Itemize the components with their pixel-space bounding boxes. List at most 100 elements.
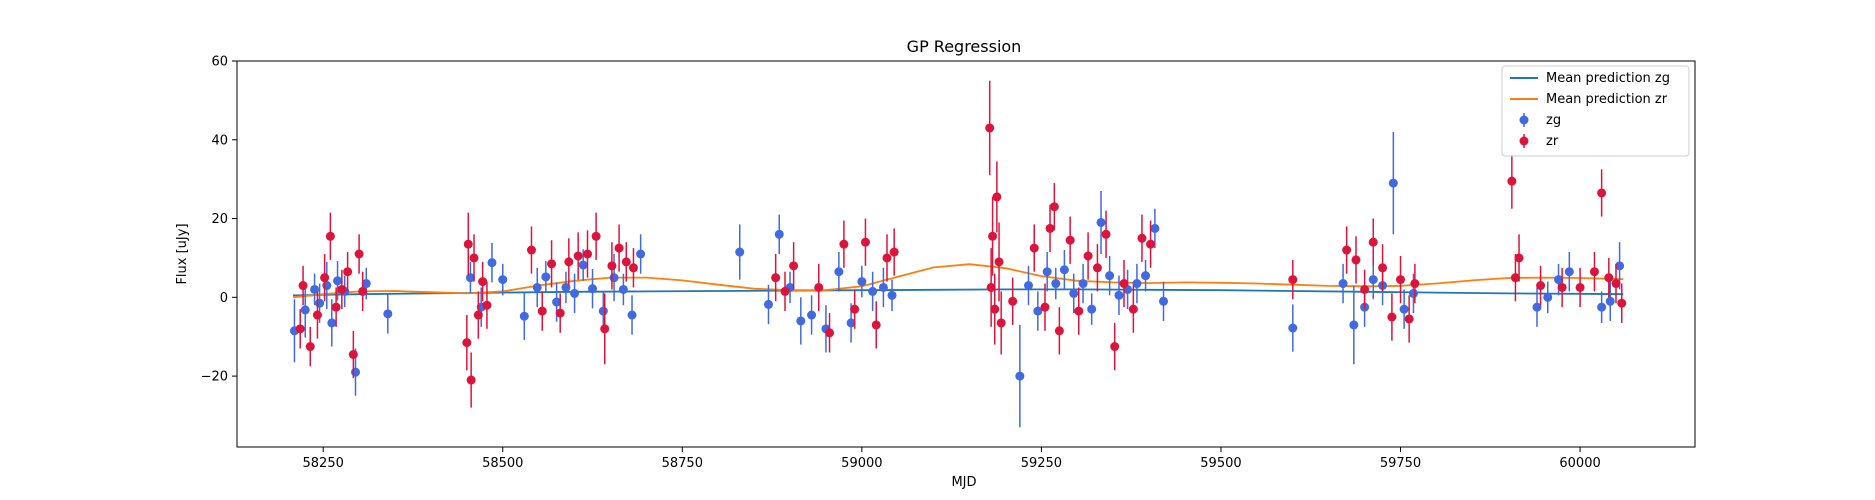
- zg-point: [1059, 265, 1069, 275]
- zg-point: [552, 297, 562, 307]
- zg-point: [846, 318, 856, 328]
- zg-point: [541, 272, 551, 282]
- zr-point: [547, 259, 557, 269]
- zr-point: [1589, 267, 1599, 277]
- zg-point: [1338, 279, 1348, 289]
- zr-point: [1119, 279, 1129, 289]
- zg-point: [834, 267, 844, 277]
- zg-point: [333, 276, 343, 286]
- x-axis-label: MJD: [951, 475, 976, 490]
- zg-point: [636, 249, 646, 259]
- zg-point: [796, 316, 806, 326]
- zr-point: [1514, 253, 1524, 263]
- legend-entry-zr: zr: [1546, 134, 1559, 149]
- zr-point: [1101, 229, 1111, 239]
- zg-point: [1015, 371, 1025, 381]
- zg-point: [1114, 290, 1124, 300]
- zg-point: [1368, 275, 1378, 285]
- zg-point: [1141, 271, 1151, 281]
- zr-point: [1410, 279, 1420, 289]
- zr-point: [325, 231, 335, 241]
- zg-point: [578, 260, 588, 270]
- legend-zg-marker-swatch: [1519, 115, 1529, 125]
- zr-point: [889, 247, 899, 257]
- zr-point: [331, 302, 341, 312]
- zr-point: [771, 273, 781, 283]
- zg-point: [1042, 267, 1052, 277]
- zr-point: [573, 251, 583, 261]
- zg-point: [1069, 288, 1079, 298]
- zr-point: [1510, 273, 1520, 283]
- zg-point: [361, 279, 371, 289]
- x-tick-label: 59000: [841, 456, 882, 471]
- zr-point: [1507, 176, 1517, 186]
- plot-content: [289, 80, 1627, 428]
- y-axis-ticks: −20 0 20 40 60: [201, 55, 237, 385]
- y-tick-label: 0: [220, 291, 228, 306]
- zr-point: [1029, 243, 1039, 253]
- x-tick-label: 58500: [482, 456, 523, 471]
- zr-point: [789, 261, 799, 271]
- zr-point: [882, 253, 892, 263]
- zr-point: [850, 304, 860, 314]
- zr-point: [621, 257, 631, 267]
- y-tick-label: −20: [201, 370, 228, 385]
- zg-point: [1023, 281, 1033, 291]
- zr-point: [478, 277, 488, 287]
- zr-point: [343, 267, 353, 277]
- zg-point: [1349, 320, 1359, 330]
- zr-point: [463, 239, 473, 249]
- x-axis-ticks: 58250 58500 58750 59000 59250 59500 59750 60000: [303, 447, 1601, 471]
- zg-point: [327, 318, 337, 328]
- zr-point: [466, 375, 476, 385]
- zg-point: [1159, 296, 1169, 306]
- zr-point: [582, 249, 592, 259]
- zr-point: [628, 263, 638, 273]
- plot-area: [236, 60, 1696, 448]
- zr-point: [1045, 223, 1055, 233]
- zg-point: [1033, 306, 1043, 316]
- zr-point: [1378, 263, 1388, 273]
- zg-point: [1105, 271, 1115, 281]
- zr-point: [537, 306, 547, 316]
- zg-point: [1543, 292, 1553, 302]
- x-tick-label: 59250: [1021, 456, 1062, 471]
- zg-point: [519, 311, 529, 321]
- zg-point: [735, 247, 745, 257]
- zg-point: [383, 309, 393, 319]
- zg-point: [1087, 304, 1097, 314]
- zr-point: [1396, 275, 1406, 285]
- x-tick-label: 60000: [1559, 456, 1600, 471]
- zg-point: [588, 284, 598, 294]
- zg-point: [570, 288, 580, 298]
- zr-point: [985, 123, 995, 133]
- mean-prediction-zr-line: [292, 263, 1624, 299]
- x-tick-label: 58750: [662, 456, 703, 471]
- zr-point: [1008, 296, 1018, 306]
- zr-point: [1575, 282, 1585, 292]
- zg-point: [1078, 279, 1088, 289]
- zr-point: [992, 192, 1002, 202]
- legend-box: [1501, 65, 1690, 157]
- zg-point: [774, 229, 784, 239]
- zr-point: [1083, 251, 1093, 261]
- zr-point: [1342, 245, 1352, 255]
- zr-point: [871, 320, 881, 330]
- zr-point: [607, 261, 617, 271]
- zr-point: [555, 308, 565, 318]
- zr-point: [996, 318, 1006, 328]
- zr-point: [825, 328, 835, 338]
- zr-point: [462, 338, 472, 348]
- zg-point: [1564, 267, 1574, 277]
- zr-point: [298, 281, 308, 291]
- zg-point: [868, 286, 878, 296]
- zr-point: [1404, 314, 1414, 324]
- zg-point: [1388, 178, 1398, 188]
- series-zr: [295, 80, 1627, 408]
- zr-point: [564, 257, 574, 267]
- zg-point: [1554, 275, 1564, 285]
- zr-point: [1611, 279, 1621, 289]
- zg-point: [487, 258, 497, 268]
- legend-entry-mean-zg: Mean prediction zg: [1546, 71, 1670, 86]
